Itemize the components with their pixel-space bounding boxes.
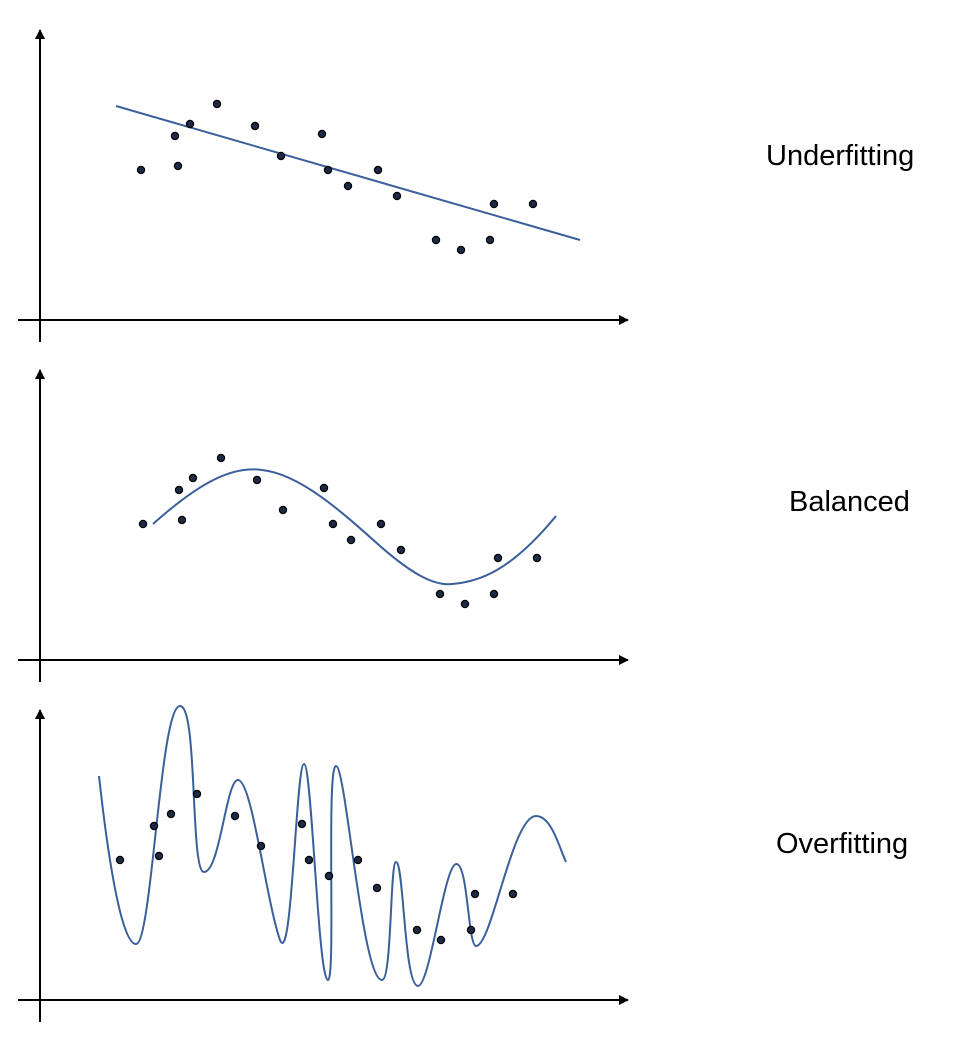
overfitting-data-point <box>192 789 202 799</box>
overfitting-label: Overfitting <box>776 828 909 860</box>
balanced-data-point <box>188 473 198 483</box>
underfitting-data-point <box>456 245 466 255</box>
overfitting-data-point <box>230 811 240 821</box>
overfitting-data-point <box>154 851 164 861</box>
underfitting-data-point <box>185 119 195 129</box>
overfitting-data-point <box>436 935 446 945</box>
underfitting-data-point <box>170 131 180 141</box>
balanced-data-point <box>177 515 187 525</box>
overfitting-data-point <box>297 819 307 829</box>
underfitting-data-point <box>173 161 183 171</box>
balanced-data-point <box>138 519 148 529</box>
overfitting-data-points <box>115 789 518 945</box>
overfitting-data-point <box>166 809 176 819</box>
overfitting-data-point <box>372 883 382 893</box>
balanced-data-point <box>396 545 406 555</box>
overfitting-data-point <box>324 871 334 881</box>
underfitting-data-point <box>528 199 538 209</box>
overfitting-data-point <box>256 841 266 851</box>
underfitting-data-point <box>431 235 441 245</box>
balanced-data-point <box>376 519 386 529</box>
overfitting-data-point <box>508 889 518 899</box>
balanced-data-point <box>278 505 288 515</box>
underfitting-data-point <box>212 99 222 109</box>
balanced-fit-curve <box>152 468 557 586</box>
underfitting-panel <box>18 29 629 342</box>
overfitting-data-point <box>353 855 363 865</box>
overfitting-data-point <box>304 855 314 865</box>
overfitting-data-point <box>466 925 476 935</box>
balanced-data-point <box>328 519 338 529</box>
balanced-panel <box>18 369 629 682</box>
balanced-data-point <box>460 599 470 609</box>
balanced-data-point <box>489 589 499 599</box>
balanced-data-point <box>532 553 542 563</box>
overfitting-fit-curve <box>98 704 567 988</box>
underfitting-data-point <box>485 235 495 245</box>
underfitting-label: Underfitting <box>766 140 915 172</box>
balanced-data-points <box>138 453 542 609</box>
underfitting-data-point <box>317 129 327 139</box>
underfitting-fit-line <box>115 105 581 241</box>
overfitting-data-point <box>115 855 125 865</box>
underfitting-data-point <box>250 121 260 131</box>
balanced-data-point <box>435 589 445 599</box>
balanced-data-point <box>216 453 226 463</box>
balanced-data-point <box>493 553 503 563</box>
underfitting-data-point <box>392 191 402 201</box>
underfitting-data-point <box>276 151 286 161</box>
balanced-data-point <box>346 535 356 545</box>
balanced-data-point <box>252 475 262 485</box>
underfitting-data-point <box>323 165 333 175</box>
overfitting-data-point <box>149 821 159 831</box>
underfitting-data-point <box>343 181 353 191</box>
balanced-data-point <box>319 483 329 493</box>
balanced-data-point <box>174 485 184 495</box>
underfitting-data-point <box>489 199 499 209</box>
underfitting-data-point <box>373 165 383 175</box>
overfitting-data-point <box>412 925 422 935</box>
underfitting-data-points <box>136 99 538 255</box>
overfitting-panel <box>18 704 629 1022</box>
underfitting-data-point <box>136 165 146 175</box>
overfitting-data-point <box>470 889 480 899</box>
balanced-label: Balanced <box>789 486 910 518</box>
